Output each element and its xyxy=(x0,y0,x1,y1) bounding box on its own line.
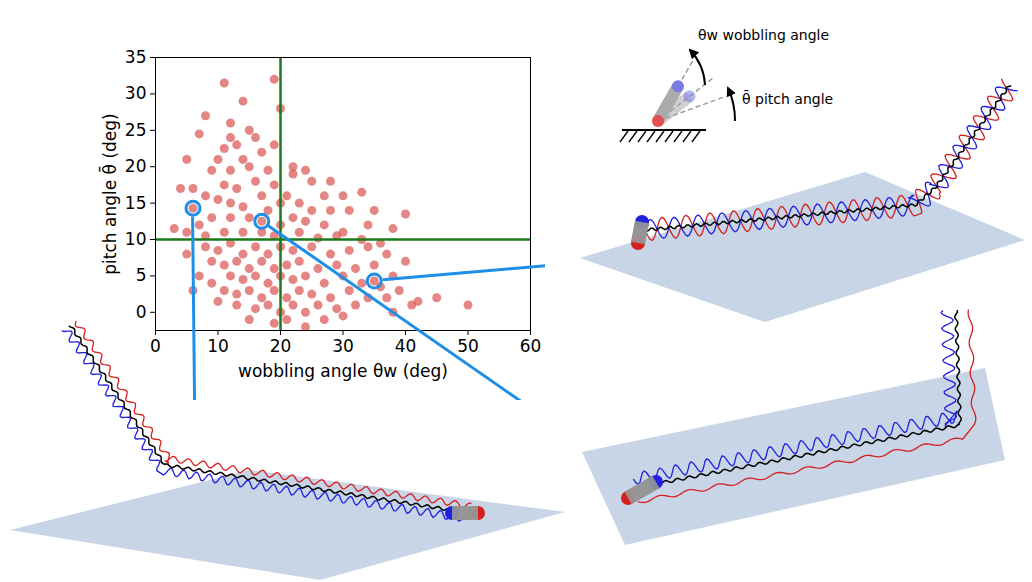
svg-text:10: 10 xyxy=(207,336,229,356)
svg-text:pitch angle θ̄ (deg): pitch angle θ̄ (deg) xyxy=(98,113,119,274)
svg-text:50: 50 xyxy=(457,336,479,356)
svg-text:60: 60 xyxy=(520,336,542,356)
svg-text:wobbling angle θw (deg): wobbling angle θw (deg) xyxy=(238,361,448,381)
svg-text:40: 40 xyxy=(395,336,417,356)
svg-text:20: 20 xyxy=(270,336,292,356)
svg-text:25: 25 xyxy=(125,120,147,140)
svg-text:0: 0 xyxy=(150,336,161,356)
svg-text:20: 20 xyxy=(125,156,147,176)
svg-text:0: 0 xyxy=(136,302,147,322)
svg-text:30: 30 xyxy=(125,83,147,103)
svg-text:10: 10 xyxy=(125,229,147,249)
svg-text:5: 5 xyxy=(136,265,147,285)
svg-text:θ̄ pitch angle: θ̄ pitch angle xyxy=(742,90,833,107)
svg-text:15: 15 xyxy=(125,193,147,213)
svg-text:35: 35 xyxy=(125,47,147,67)
svg-text:θw wobbling angle: θw wobbling angle xyxy=(698,27,829,43)
svg-text:30: 30 xyxy=(332,336,354,356)
